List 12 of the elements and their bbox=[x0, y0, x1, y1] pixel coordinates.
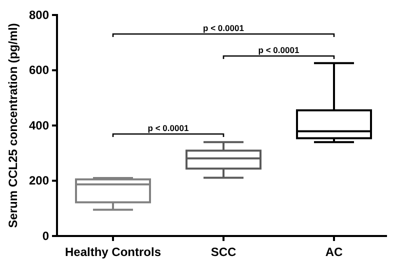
annotation: p < 0.0001 bbox=[258, 45, 300, 55]
y-tick-label: 400 bbox=[28, 118, 50, 132]
x-tick-label: SCC bbox=[210, 245, 236, 259]
annotation: p < 0.0001 bbox=[203, 23, 244, 33]
y-tick-label: 0 bbox=[42, 228, 50, 243]
y-tick-label: 600 bbox=[28, 63, 50, 78]
y-tick-label: 200 bbox=[28, 174, 50, 188]
annotation: p < 0.0001 bbox=[148, 123, 189, 133]
y-tick-label: 800 bbox=[28, 8, 50, 22]
x-tick-label: Healthy Controls bbox=[64, 245, 162, 259]
x-tick-label: AC bbox=[325, 245, 343, 259]
y-axis-title: Serum CCL25 concentration (pg/ml) bbox=[6, 23, 20, 228]
